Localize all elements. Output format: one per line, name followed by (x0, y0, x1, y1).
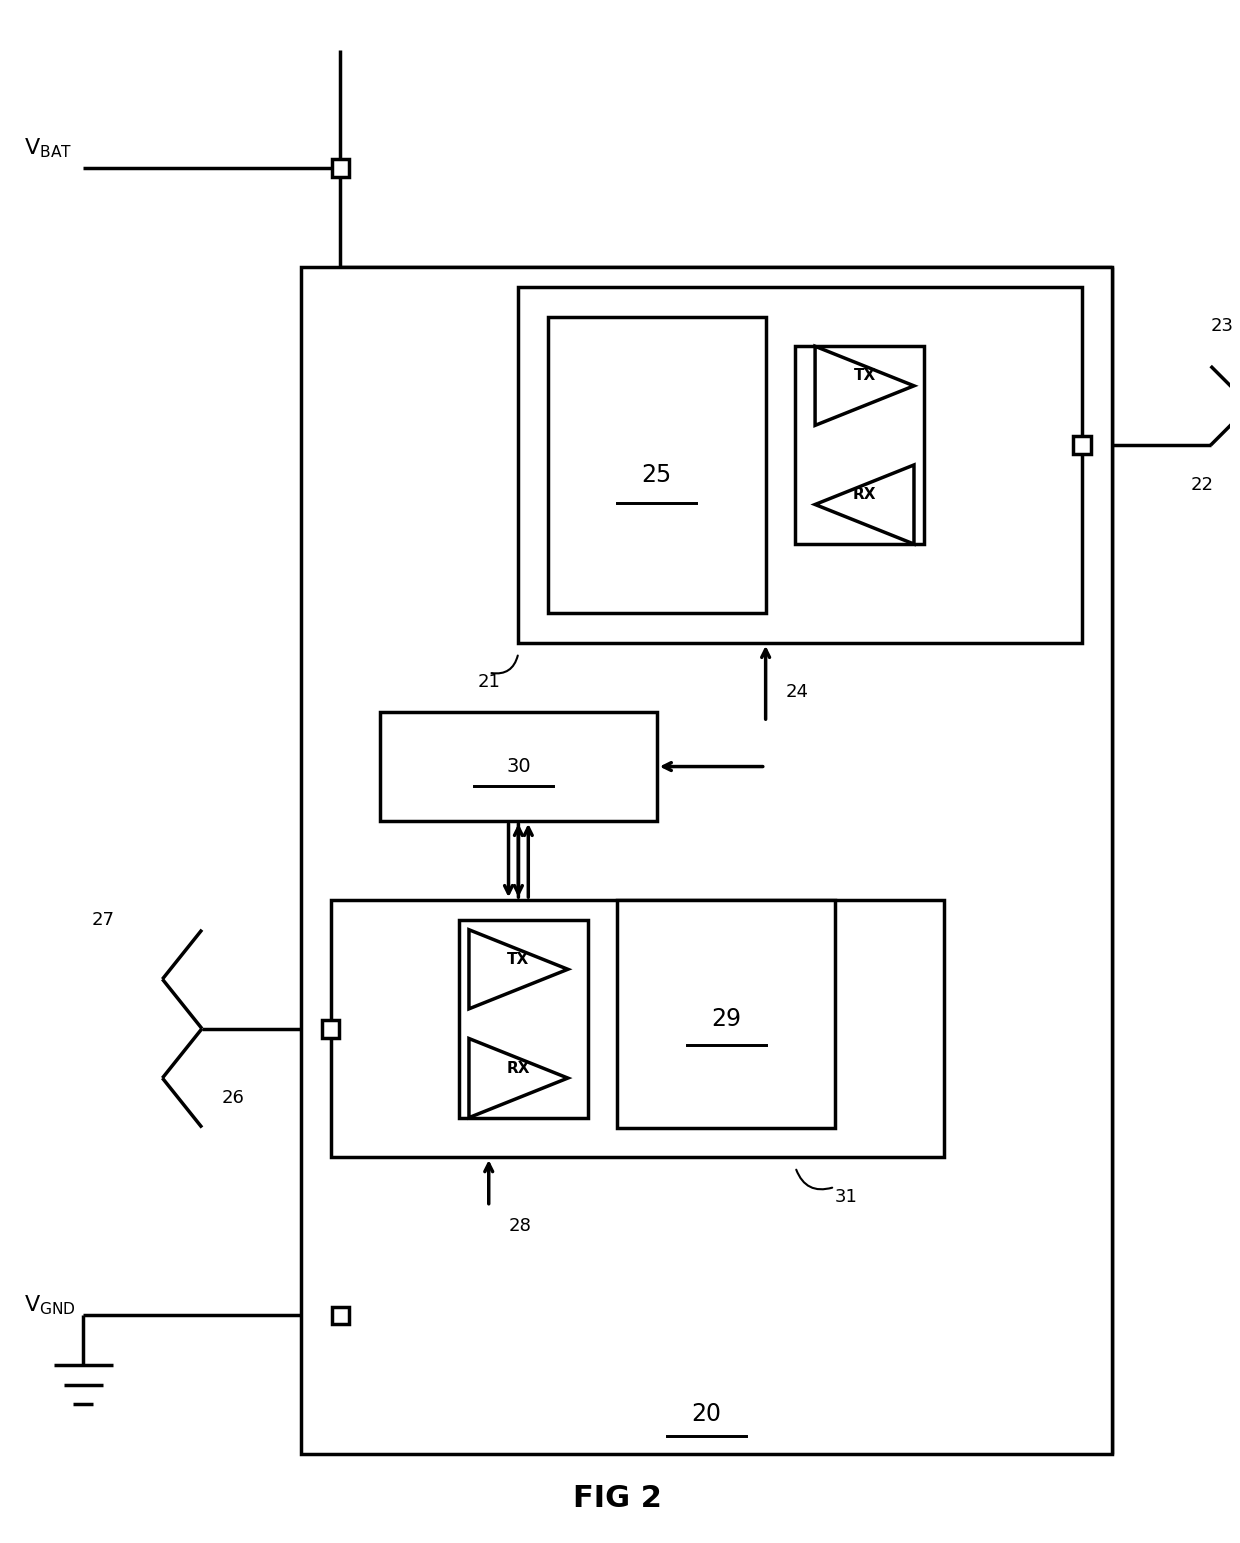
Text: 29: 29 (711, 1006, 742, 1031)
Polygon shape (815, 346, 914, 426)
Text: RX: RX (853, 488, 877, 501)
Bar (618, 900, 835, 1128)
Text: V$_{\mathsf{BAT}}$: V$_{\mathsf{BAT}}$ (24, 137, 72, 160)
Text: V$_{\mathsf{GND}}$: V$_{\mathsf{GND}}$ (24, 1293, 76, 1318)
Bar (331, 1307, 350, 1324)
Text: 25: 25 (642, 463, 672, 488)
Text: FIG 2: FIG 2 (573, 1484, 662, 1512)
Text: 26: 26 (222, 1089, 244, 1106)
Bar (459, 920, 588, 1117)
Polygon shape (815, 464, 914, 545)
Polygon shape (469, 1038, 568, 1117)
Bar (548, 316, 765, 613)
Bar (301, 267, 1112, 1454)
Text: 27: 27 (92, 910, 114, 929)
Text: 22: 22 (1190, 475, 1214, 494)
Bar (331, 159, 350, 177)
Bar (518, 287, 1083, 643)
Text: 28: 28 (508, 1217, 532, 1236)
Bar (795, 346, 924, 545)
Text: 30: 30 (506, 758, 531, 776)
Text: 24: 24 (785, 684, 808, 702)
Bar (379, 713, 657, 821)
Bar (1073, 437, 1091, 454)
Text: 31: 31 (835, 1188, 858, 1205)
Text: TX: TX (507, 952, 529, 967)
Text: TX: TX (853, 369, 875, 383)
Text: 21: 21 (477, 673, 500, 691)
Text: 23: 23 (1210, 318, 1234, 335)
Polygon shape (469, 930, 568, 1009)
Bar (321, 1020, 340, 1037)
Text: 20: 20 (692, 1403, 722, 1426)
Bar (331, 900, 944, 1157)
Text: RX: RX (507, 1060, 531, 1075)
